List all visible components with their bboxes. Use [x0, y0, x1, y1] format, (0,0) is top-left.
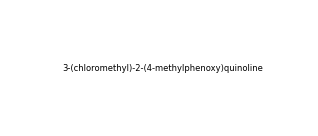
Text: 3-(chloromethyl)-2-(4-methylphenoxy)quinoline: 3-(chloromethyl)-2-(4-methylphenoxy)quin… [63, 64, 263, 73]
